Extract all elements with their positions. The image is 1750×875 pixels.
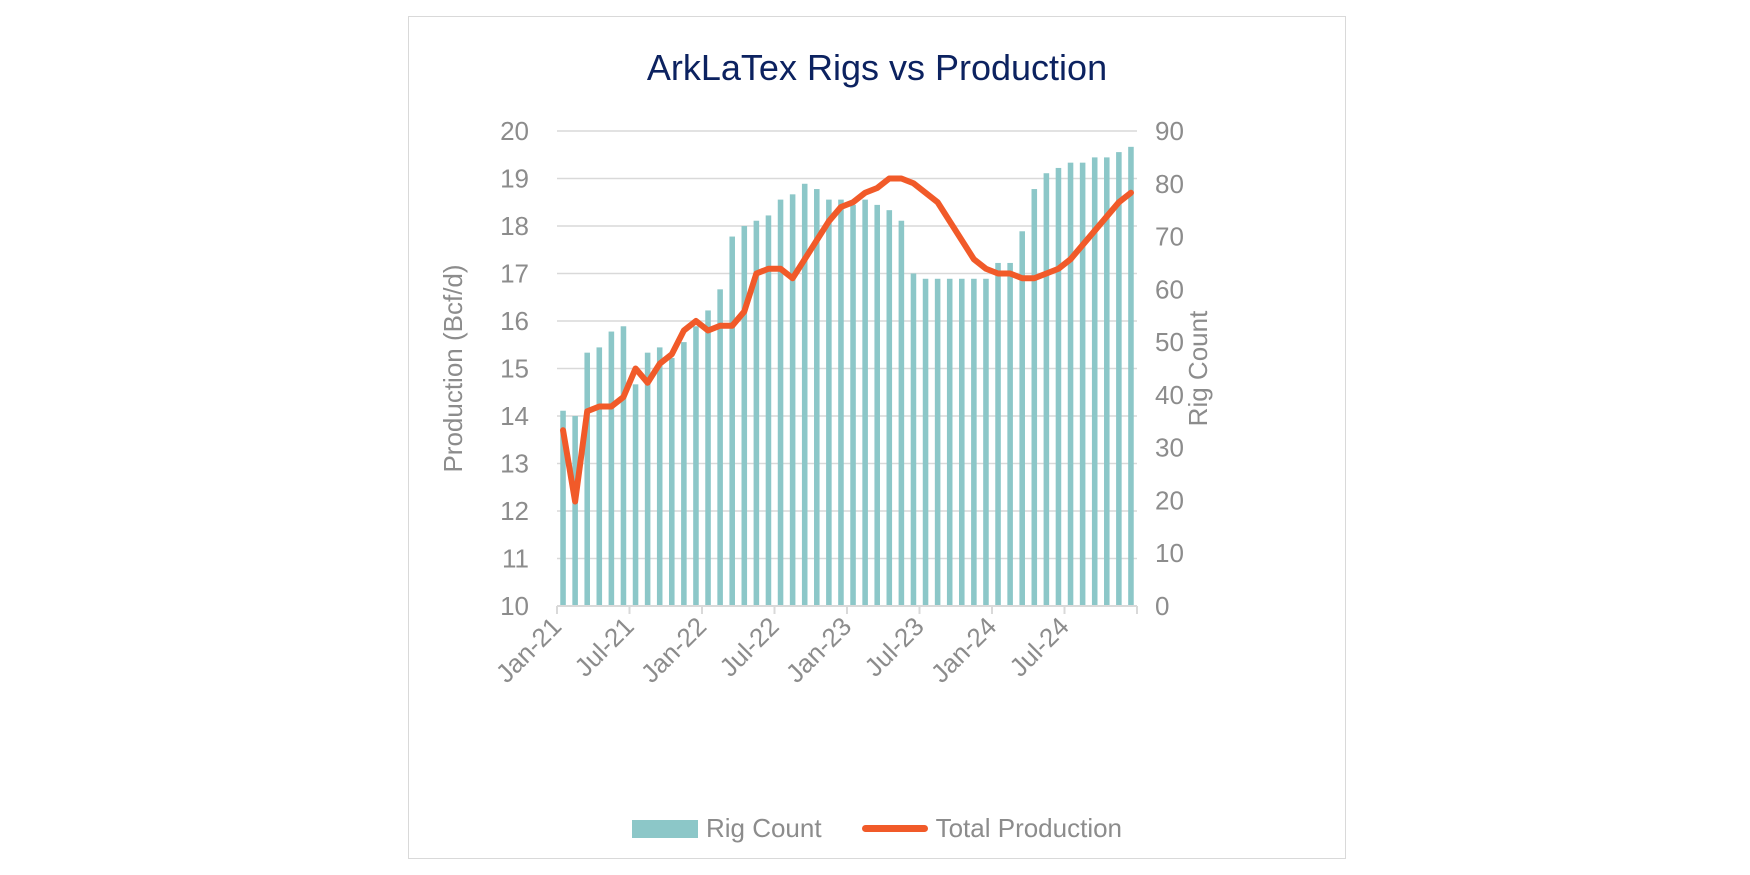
y2-tick-label: 10 <box>1155 538 1184 568</box>
bar <box>1055 167 1062 606</box>
grid-layer <box>557 130 1137 560</box>
bar <box>632 384 639 606</box>
bar <box>584 352 590 606</box>
bar <box>983 278 989 606</box>
bar <box>826 199 832 606</box>
y2-tick-label: 80 <box>1155 169 1184 199</box>
bar <box>753 220 760 606</box>
chart-title: ArkLaTex Rigs vs Production <box>646 47 1108 88</box>
legend-swatch-line <box>861 825 928 832</box>
y-tick-label: 13 <box>500 449 529 479</box>
bar <box>1091 157 1098 606</box>
bar <box>765 215 772 606</box>
legend: Rig Count Total Production <box>409 813 1345 844</box>
y2-tick-label: 70 <box>1155 222 1184 252</box>
bar <box>656 347 663 606</box>
y-tick-label: 19 <box>500 164 529 194</box>
line-layer <box>560 175 1134 505</box>
bar <box>910 273 917 606</box>
legend-item-rig-count: Rig Count <box>631 813 822 844</box>
bar <box>874 204 880 606</box>
axes-layer: 10 11 12 13 14 15 16 17 18 19 20 0 10 20 30 40 50 60 70 80 9… <box>490 116 1184 688</box>
y2-tick-label: 90 <box>1155 116 1184 146</box>
legend-item-total-production: Total Production <box>861 813 1123 844</box>
bar <box>741 226 748 606</box>
y-tick-label: 15 <box>500 354 529 384</box>
y2-tick-label: 60 <box>1155 274 1184 304</box>
bar <box>1007 262 1013 606</box>
y-tick-label: 10 <box>500 591 529 621</box>
x-tick-label: Jan-24 <box>925 611 1002 688</box>
bar <box>596 347 603 606</box>
bar <box>1067 162 1074 606</box>
bar <box>922 278 929 606</box>
bar <box>814 189 820 607</box>
bar <box>1019 231 1025 606</box>
x-tick-label: Jul-24 <box>1003 611 1074 682</box>
bar <box>971 278 977 606</box>
chart-plot: 10 11 12 13 14 15 16 17 18 19 20 0 10 20 30 40 50 60 70 80 9… <box>438 116 1213 688</box>
bar <box>560 410 566 606</box>
y2-tick-label: 30 <box>1155 433 1184 463</box>
bar <box>1128 146 1134 607</box>
bar <box>693 326 699 606</box>
y-tick-label: 18 <box>500 211 529 241</box>
legend-swatch-bar <box>631 819 698 838</box>
bar <box>729 236 735 607</box>
x-tick-label: Jan-23 <box>780 611 857 688</box>
x-tick-label: Jan-22 <box>635 611 712 688</box>
bar <box>620 326 627 606</box>
bars-layer <box>560 146 1134 607</box>
bar <box>995 262 1001 606</box>
bar <box>1104 157 1110 606</box>
bar <box>669 357 675 606</box>
bar <box>608 331 615 606</box>
x-tick-label: Jul-21 <box>568 611 639 682</box>
bar <box>777 199 784 606</box>
x-tick-label: Jan-21 <box>490 611 567 688</box>
y2-tick-label: 20 <box>1155 485 1184 515</box>
bar <box>946 278 953 606</box>
y2-tick-label: 0 <box>1155 591 1169 621</box>
bar <box>862 199 868 606</box>
bar <box>1079 162 1086 606</box>
bar <box>705 310 711 606</box>
bar <box>644 352 651 606</box>
y-tick-label: 20 <box>500 116 529 146</box>
bar <box>572 416 578 606</box>
bar <box>959 278 965 606</box>
bar <box>1031 189 1038 607</box>
bar <box>838 199 844 606</box>
y-tick-label: 17 <box>500 259 529 289</box>
legend-label-rig-count: Rig Count <box>705 813 822 843</box>
y2-tick-label: 50 <box>1155 327 1184 357</box>
production-line <box>560 175 1134 505</box>
bar <box>886 210 893 606</box>
bar <box>898 220 905 606</box>
bar <box>681 342 687 606</box>
bar <box>934 278 941 606</box>
y2-axis-title: Rig Count <box>1183 310 1213 426</box>
y-tick-label: 11 <box>502 544 529 574</box>
bar <box>789 194 796 607</box>
y-tick-label: 12 <box>500 496 529 526</box>
y-axis-title: Production (Bcf/d) <box>438 264 468 472</box>
bar <box>801 183 808 606</box>
chart-frame: ArkLaTex Rigs vs Production 10 11 12 13 14 15… <box>408 16 1346 859</box>
bar <box>717 289 723 606</box>
legend-label-total-production: Total Production <box>935 813 1123 843</box>
y-tick-label: 16 <box>500 306 529 336</box>
bar <box>1116 152 1122 606</box>
x-tick-label: Jul-22 <box>713 611 784 682</box>
bar <box>1043 173 1050 606</box>
bar <box>850 204 856 606</box>
y2-tick-label: 40 <box>1155 380 1184 410</box>
x-tick-label: Jul-23 <box>858 611 929 682</box>
y-tick-label: 14 <box>500 401 529 431</box>
